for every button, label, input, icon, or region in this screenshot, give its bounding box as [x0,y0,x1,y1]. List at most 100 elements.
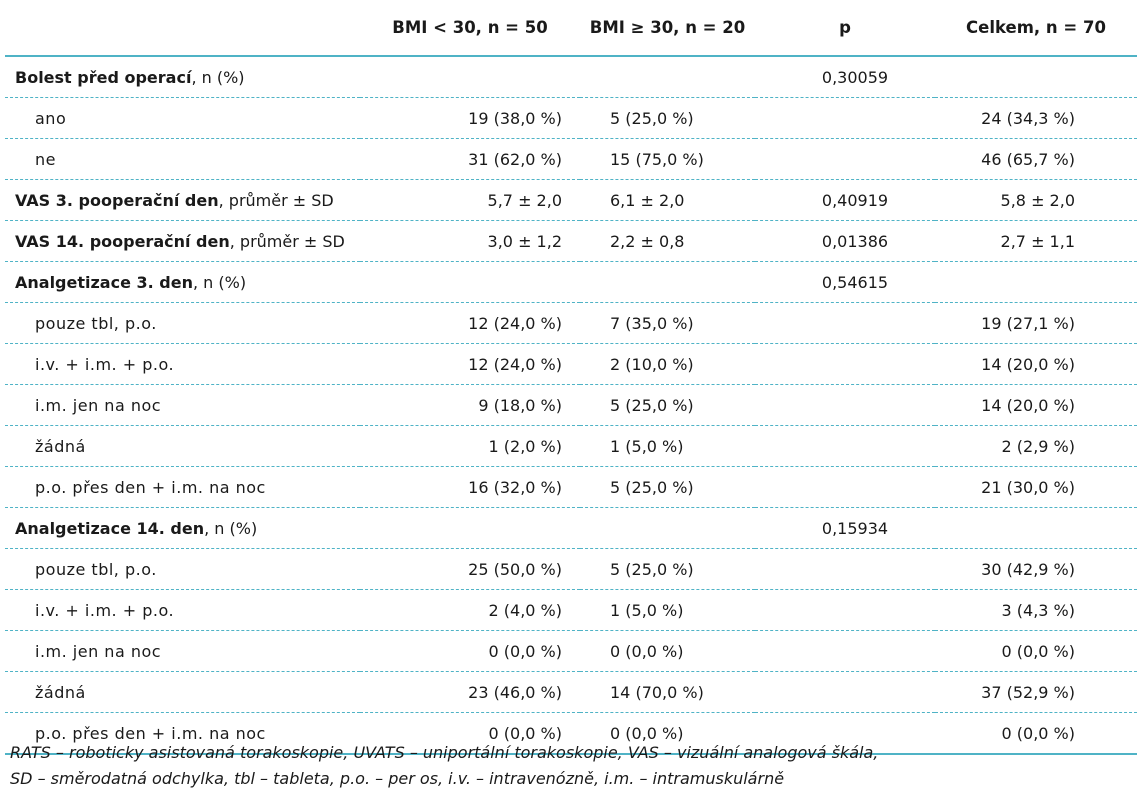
cell-bmi-under-30 [360,507,580,549]
cell-bmi-under-30 [360,261,580,303]
table-row: VAS 3. pooperační den, průměr ± SD 5,7 ± … [5,179,1137,221]
row-label: pouze tbl, p.o. [5,548,360,590]
table-body: Bolest před operací, n (%) 0,30059 ano 19 (… [5,55,1137,755]
row-label: ne [5,138,360,180]
cell-bmi-under-30: 19 (38,0 %) [360,97,580,139]
cell-p-value [755,302,935,344]
row-label: Bolest před operací, n (%) [5,55,360,98]
cell-p-value: 0,30059 [755,55,935,98]
row-label-bold: Analgetizace 14. den [15,518,205,538]
cell-total: 21 (30,0 %) [935,466,1137,508]
row-label-unit: , průměr ± SD [229,231,345,251]
cell-bmi-under-30: 0 (0,0 %) [360,712,580,755]
cell-p-value: 0,15934 [755,507,935,549]
cell-total: 30 (42,9 %) [935,548,1137,590]
table-row: i.m. jen na noc 0 (0,0 %) 0 (0,0 %) 0 (0,0 … [5,630,1137,672]
row-label: p.o. přes den + i.m. na noc [5,712,360,755]
cell-bmi-30-plus: 2 (10,0 %) [580,343,755,385]
cell-p-value: 0,40919 [755,179,935,221]
cell-p-value: 0,54615 [755,261,935,303]
row-label: žádná [5,671,360,713]
cell-p-value [755,548,935,590]
header-row: BMI < 30, n = 50 BMI ≥ 30, n = 20 p Celk… [5,0,1137,56]
cell-bmi-under-30: 1 (2,0 %) [360,425,580,467]
cell-p-value [755,138,935,180]
results-table: BMI < 30, n = 50 BMI ≥ 30, n = 20 p Celk… [5,0,1137,755]
header-cell-total: Celkem, n = 70 [966,18,1106,37]
cell-total [935,261,1137,303]
header-cell-bmi-30-plus: BMI ≥ 30, n = 20 [589,18,746,37]
table-row: pouze tbl, p.o. 12 (24,0 %) 7 (35,0 %) 19 (… [5,302,1137,344]
table-row: p.o. přes den + i.m. na noc 16 (32,0 %) 5 … [5,466,1137,508]
cell-bmi-30-plus: 0 (0,0 %) [580,630,755,672]
cell-total: 2,7 ± 1,1 [935,220,1137,262]
row-label-unit: , n (%) [192,272,247,292]
row-label: žádná [5,425,360,467]
cell-bmi-under-30: 23 (46,0 %) [360,671,580,713]
cell-p-value [755,384,935,426]
row-label: VAS 14. pooperační den, průměr ± SD [5,220,360,262]
cell-bmi-30-plus: 5 (25,0 %) [580,97,755,139]
cell-bmi-under-30: 3,0 ± 1,2 [360,220,580,262]
cell-bmi-under-30: 9 (18,0 %) [360,384,580,426]
footnote-line: SD – směrodatná odchylka, tbl – tableta,… [10,769,785,788]
cell-total: 2 (2,9 %) [935,425,1137,467]
cell-bmi-30-plus [580,55,755,98]
cell-bmi-30-plus: 2,2 ± 0,8 [580,220,755,262]
table-row: ano 19 (38,0 %) 5 (25,0 %) 24 (34,3 %) [5,97,1137,139]
cell-total [935,507,1137,549]
cell-total: 14 (20,0 %) [935,343,1137,385]
table-row: žádná 23 (46,0 %) 14 (70,0 %) 37 (52,9 %) [5,671,1137,713]
row-label-bold: Analgetizace 3. den [15,272,193,292]
row-label: i.m. jen na noc [5,630,360,672]
cell-total: 0 (0,0 %) [935,712,1137,755]
table-row: p.o. přes den + i.m. na noc 0 (0,0 %) 0 (0… [5,712,1137,755]
row-label: i.v. + i.m. + p.o. [5,343,360,385]
cell-bmi-under-30: 2 (4,0 %) [360,589,580,631]
cell-bmi-under-30: 16 (32,0 %) [360,466,580,508]
row-label-bold: VAS 14. pooperační den [15,231,230,251]
cell-p-value [755,425,935,467]
cell-p-value [755,630,935,672]
cell-p-value [755,712,935,755]
cell-total: 24 (34,3 %) [935,97,1137,139]
cell-bmi-30-plus [580,261,755,303]
cell-bmi-under-30: 5,7 ± 2,0 [360,179,580,221]
cell-bmi-30-plus: 6,1 ± 2,0 [580,179,755,221]
cell-bmi-under-30: 0 (0,0 %) [360,630,580,672]
table-row: žádná 1 (2,0 %) 1 (5,0 %) 2 (2,9 %) [5,425,1137,467]
row-label-unit: , n (%) [191,67,245,87]
cell-bmi-under-30 [360,55,580,98]
cell-bmi-30-plus: 5 (25,0 %) [580,548,755,590]
cell-total: 37 (52,9 %) [935,671,1137,713]
cell-bmi-30-plus: 15 (75,0 %) [580,138,755,180]
row-label: Analgetizace 14. den, n (%) [5,507,360,549]
row-label-bold: VAS 3. pooperační den [15,190,219,210]
row-label: i.m. jen na noc [5,384,360,426]
cell-total: 5,8 ± 2,0 [935,179,1137,221]
cell-p-value [755,466,935,508]
row-label: i.v. + i.m. + p.o. [5,589,360,631]
cell-bmi-30-plus: 7 (35,0 %) [580,302,755,344]
cell-total: 3 (4,3 %) [935,589,1137,631]
table-row: Bolest před operací, n (%) 0,30059 [5,55,1137,98]
footnote-line: RATS – roboticky asistovaná torakoskopie… [10,743,879,762]
cell-bmi-30-plus: 1 (5,0 %) [580,425,755,467]
cell-p-value [755,671,935,713]
table-row: VAS 14. pooperační den, průměr ± SD 3,0 ±… [5,220,1137,262]
cell-bmi-30-plus: 5 (25,0 %) [580,384,755,426]
row-label: p.o. přes den + i.m. na noc [5,466,360,508]
table-row: ne 31 (62,0 %) 15 (75,0 %) 46 (65,7 %) [5,138,1137,180]
table-row: pouze tbl, p.o. 25 (50,0 %) 5 (25,0 %) 30 (… [5,548,1137,590]
row-label-unit: , n (%) [204,518,258,538]
cell-bmi-30-plus: 14 (70,0 %) [580,671,755,713]
row-label: VAS 3. pooperační den, průměr ± SD [5,179,360,221]
cell-p-value [755,343,935,385]
cell-p-value [755,97,935,139]
row-label-bold: Bolest před operací [15,67,192,87]
header-cell-p: p [839,18,851,37]
cell-total: 46 (65,7 %) [935,138,1137,180]
row-label-unit: , průměr ± SD [218,190,334,210]
row-label: Analgetizace 3. den, n (%) [5,261,360,303]
